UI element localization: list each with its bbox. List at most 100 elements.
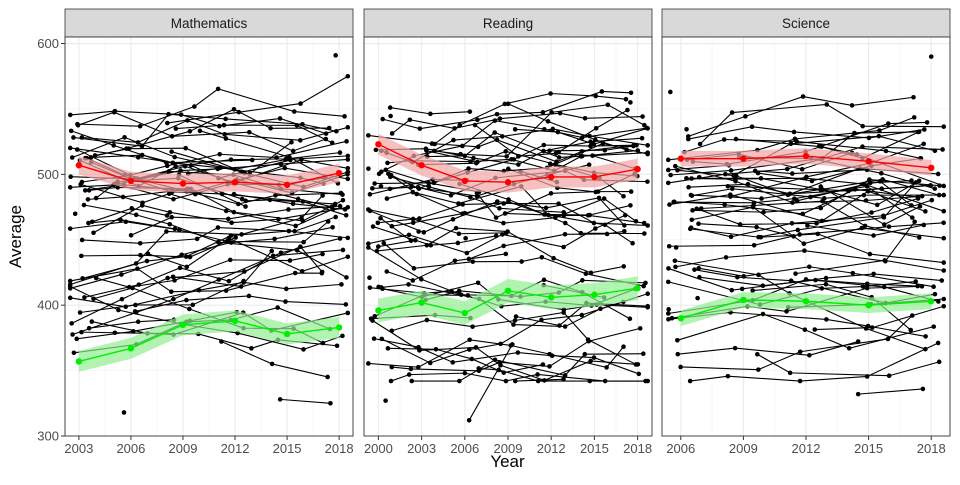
country-point	[67, 112, 73, 118]
x-tick-label: 2003	[64, 441, 93, 456]
country-line	[372, 226, 497, 246]
country-point	[920, 386, 926, 392]
country-point	[728, 192, 733, 197]
bottom-group-point	[591, 291, 598, 298]
country-point	[407, 117, 413, 123]
country-line	[730, 143, 924, 198]
country-point	[728, 234, 734, 240]
country-point	[721, 137, 727, 142]
country-point	[628, 189, 634, 194]
country-point	[345, 235, 351, 241]
x-tick-label: 2012	[221, 441, 250, 456]
country-point	[921, 141, 926, 147]
country-point	[449, 288, 454, 294]
country-point	[912, 219, 917, 225]
country-point	[184, 297, 189, 303]
country-point	[69, 321, 74, 326]
country-point	[133, 261, 139, 266]
country-point	[539, 254, 545, 260]
country-point	[501, 220, 506, 226]
country-point	[931, 284, 936, 290]
country-point	[167, 221, 173, 227]
country-point	[675, 168, 680, 173]
country-point	[799, 166, 805, 172]
country-line	[515, 127, 648, 145]
country-point	[93, 195, 99, 201]
country-point	[135, 155, 141, 160]
country-point	[797, 349, 803, 355]
country-point	[696, 221, 701, 226]
country-point	[190, 302, 196, 308]
country-point	[739, 286, 745, 292]
country-point	[622, 223, 627, 228]
country-point	[941, 303, 947, 309]
country-point	[333, 214, 338, 220]
top-group-point	[335, 169, 343, 177]
country-line	[760, 233, 944, 264]
top-group-point	[865, 158, 872, 165]
top-group-point	[634, 165, 641, 173]
country-point	[685, 136, 691, 142]
country-point	[460, 202, 466, 207]
country-point	[342, 114, 347, 119]
country-point	[82, 295, 87, 300]
country-point	[864, 285, 870, 291]
country-point	[385, 160, 390, 166]
country-point	[806, 264, 812, 270]
country-point	[431, 148, 437, 154]
country-point	[72, 211, 78, 217]
country-point	[562, 232, 568, 237]
country-point	[241, 278, 246, 284]
country-point	[755, 170, 761, 176]
country-point	[932, 148, 938, 154]
country-point	[668, 172, 673, 178]
country-point	[641, 351, 646, 357]
country-point	[172, 278, 177, 283]
country-point	[541, 148, 546, 154]
country-point	[941, 124, 947, 129]
country-point	[133, 302, 138, 308]
country-point	[452, 258, 458, 264]
country-point	[187, 306, 192, 312]
country-point	[456, 201, 461, 206]
country-point	[450, 217, 456, 222]
country-point	[802, 248, 807, 253]
country-point	[501, 243, 506, 249]
country-point	[919, 193, 925, 199]
country-point	[329, 140, 335, 146]
country-point	[493, 215, 499, 220]
country-point	[301, 239, 306, 245]
country-point	[919, 284, 925, 289]
country-point	[428, 111, 433, 117]
country-point	[535, 372, 540, 377]
country-point	[666, 307, 671, 312]
top-group-point	[591, 173, 598, 181]
country-point	[591, 355, 597, 360]
country-point	[169, 149, 174, 154]
bottom-group-point	[504, 287, 512, 294]
bottom-group-point	[418, 299, 425, 306]
country-point	[457, 122, 463, 128]
country-point	[410, 189, 416, 195]
country-point	[415, 184, 421, 190]
country-point	[645, 150, 650, 155]
country-point	[645, 223, 650, 228]
country-point	[416, 229, 421, 234]
country-point	[812, 327, 818, 332]
country-point	[380, 116, 386, 122]
country-point	[555, 129, 561, 135]
country-point	[273, 193, 278, 198]
country-point	[173, 164, 178, 169]
country-point	[246, 129, 252, 135]
country-point	[561, 213, 567, 218]
country-point	[506, 199, 511, 204]
country-point	[861, 192, 867, 198]
country-point	[808, 194, 813, 200]
country-point	[372, 313, 378, 319]
country-point	[345, 169, 351, 175]
country-point	[68, 174, 73, 180]
country-point	[849, 103, 855, 108]
country-point	[458, 151, 463, 157]
country-point	[941, 208, 947, 214]
